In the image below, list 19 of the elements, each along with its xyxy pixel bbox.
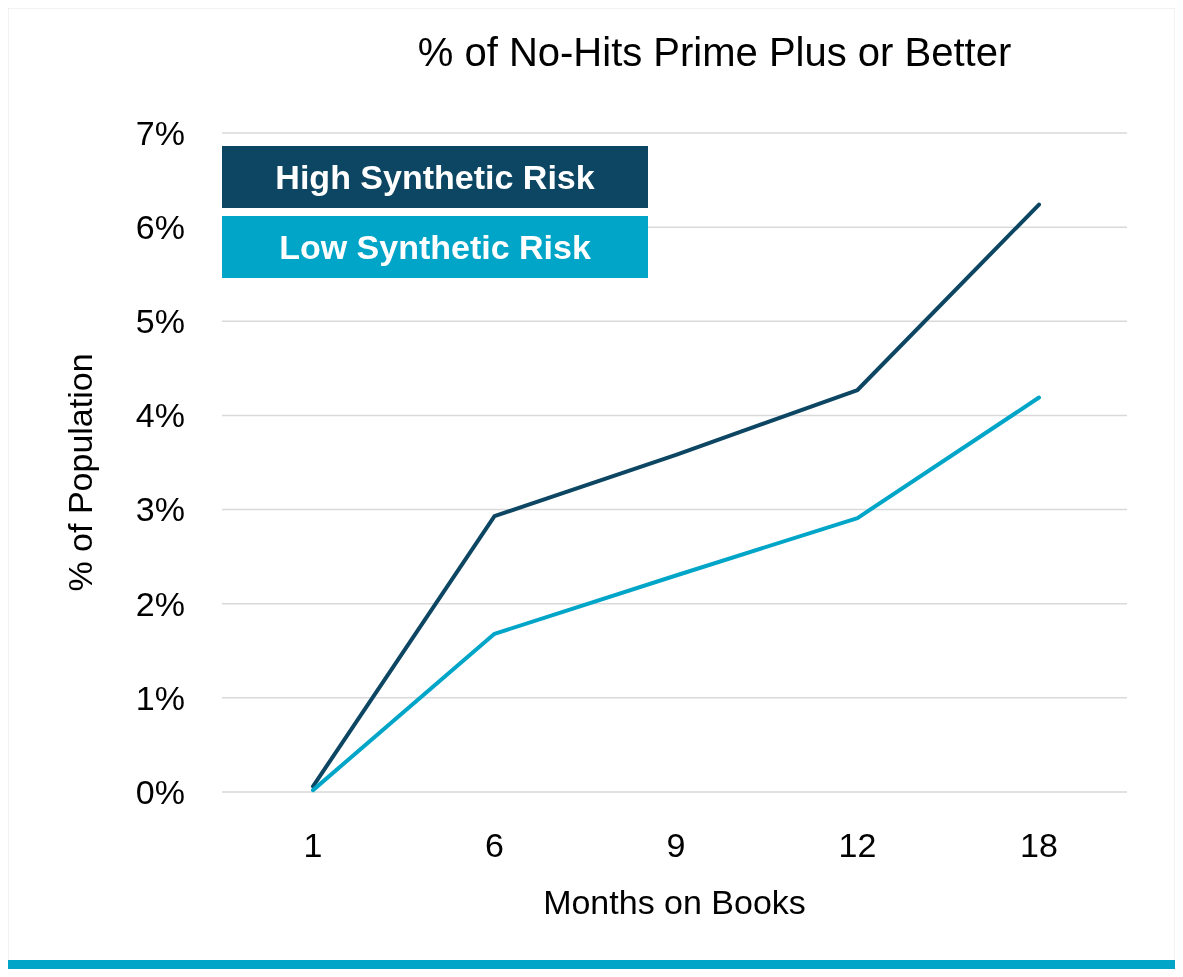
chart-title: % of No-Hits Prime Plus or Better xyxy=(417,30,1012,74)
y-tick-label: 2% xyxy=(135,584,185,623)
y-tick-label: 5% xyxy=(135,302,185,341)
y-tick-label: 7% xyxy=(135,113,185,152)
y-tick-label: 0% xyxy=(135,772,185,811)
x-tick-label: 6 xyxy=(485,826,504,864)
line-series xyxy=(311,395,1041,793)
text: Low Synthetic Risk xyxy=(279,227,591,266)
y-tick-label: 4% xyxy=(135,396,185,435)
text: High Synthetic Risk xyxy=(275,157,595,196)
x-tick-label: 18 xyxy=(1020,826,1058,864)
x-tick-label: 1 xyxy=(303,826,323,864)
y-tick-label: 1% xyxy=(135,678,185,717)
x-axis-title: Months on Books xyxy=(543,883,806,921)
y-axis-title: % of Population xyxy=(61,353,99,592)
x-tick-label: 9 xyxy=(666,826,686,864)
x-tick-label: 12 xyxy=(838,826,877,864)
y-tick-label: 6% xyxy=(135,208,185,247)
y-tick-label: 3% xyxy=(135,490,185,529)
